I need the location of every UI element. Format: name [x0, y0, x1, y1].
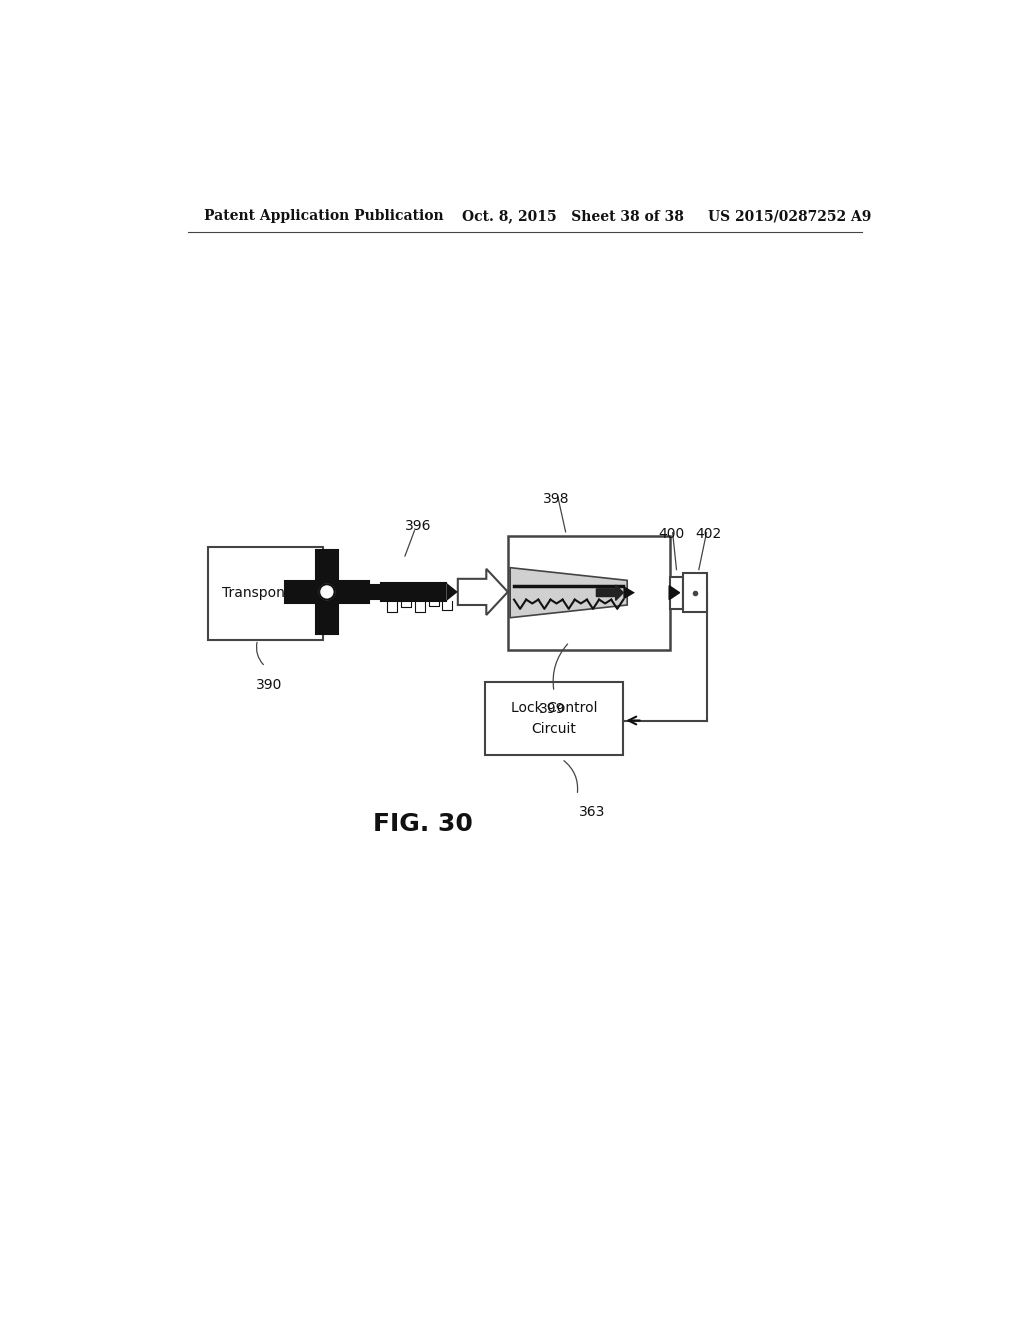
Bar [387, 601, 397, 612]
Bar [208, 548, 323, 640]
Bar [670, 577, 683, 609]
Polygon shape [510, 568, 628, 618]
Polygon shape [669, 586, 680, 599]
Bar [366, 585, 381, 599]
Bar [381, 582, 446, 601]
Bar [484, 682, 624, 755]
Polygon shape [446, 582, 458, 601]
Bar [415, 601, 425, 612]
Text: 400: 400 [658, 527, 684, 541]
Text: 390: 390 [256, 678, 283, 692]
Bar [285, 581, 370, 603]
Text: 402: 402 [695, 527, 721, 541]
Text: 363: 363 [579, 805, 605, 820]
Polygon shape [458, 569, 508, 615]
Text: 398: 398 [543, 492, 569, 506]
Text: FIG. 30: FIG. 30 [373, 812, 473, 837]
Circle shape [319, 585, 335, 599]
Text: Lock Control
Circuit: Lock Control Circuit [511, 701, 597, 735]
Polygon shape [624, 586, 635, 599]
Bar [316, 549, 338, 635]
Text: Transponder: Transponder [222, 586, 308, 601]
Text: Patent Application Publication: Patent Application Publication [204, 209, 443, 223]
Bar [508, 536, 670, 649]
Bar [429, 601, 438, 606]
Text: US 2015/0287252 A9: US 2015/0287252 A9 [708, 209, 871, 223]
FancyArrow shape [596, 585, 624, 601]
Bar [442, 601, 453, 610]
Bar [400, 601, 411, 607]
Text: Oct. 8, 2015   Sheet 38 of 38: Oct. 8, 2015 Sheet 38 of 38 [462, 209, 684, 223]
Bar [683, 573, 707, 612]
Text: 396: 396 [404, 519, 431, 533]
Text: 399: 399 [540, 702, 566, 715]
